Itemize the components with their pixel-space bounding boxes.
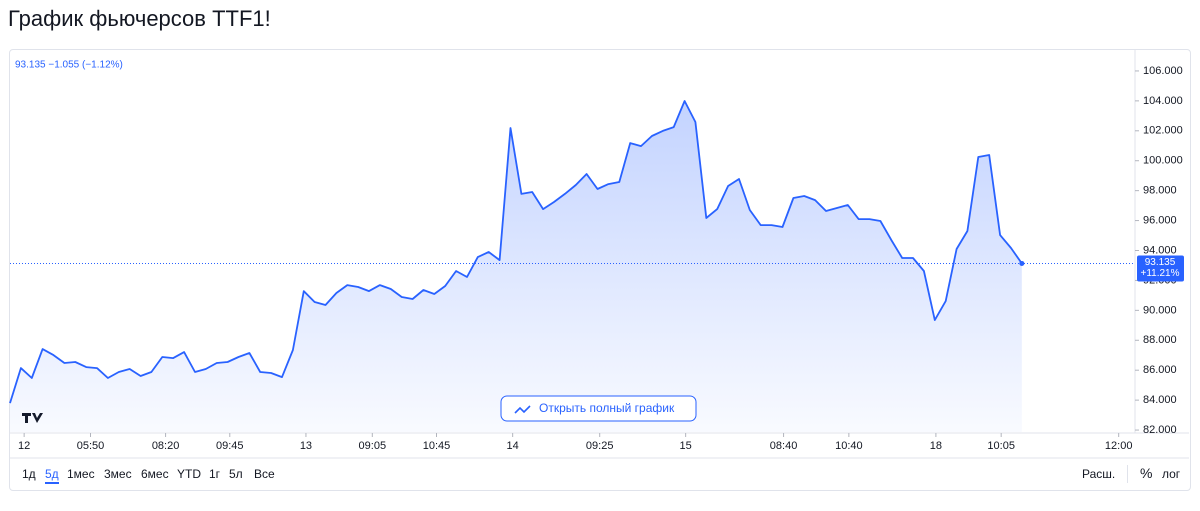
y-tick-label: 94.000: [1143, 244, 1177, 256]
last-point: [1019, 260, 1025, 266]
x-tick-label: 10:05: [987, 440, 1015, 452]
range-button[interactable]: 1д: [22, 467, 36, 481]
y-tick-label: 104.000: [1143, 95, 1183, 107]
y-tick-label: 86.000: [1143, 364, 1177, 376]
x-tick-label: 09:25: [586, 440, 614, 452]
x-tick-label: 14: [507, 440, 519, 452]
open-button[interactable]: Открыть полный график: [500, 395, 697, 422]
y-tick-label: 106.000: [1143, 65, 1183, 77]
y-tick-label: 84.000: [1143, 394, 1177, 406]
x-tick-label: 09:45: [216, 440, 244, 452]
x-tick-label: 12: [18, 440, 30, 452]
open-button-box: [500, 395, 697, 422]
range-button[interactable]: 3мес: [104, 467, 132, 481]
x-tick-label: 08:40: [770, 440, 798, 452]
legend: 93.135 −1.055 (−1.12%): [15, 60, 123, 71]
range-button[interactable]: 1г: [209, 467, 221, 481]
x-tick-label: 09:05: [359, 440, 387, 452]
toolbar-button[interactable]: Расш.: [1082, 467, 1116, 481]
range-button[interactable]: YTD: [177, 467, 201, 481]
page-title: График фьючерсов TTF1!: [8, 6, 271, 31]
price-label: 93.135: [1145, 257, 1176, 268]
x-tick-label: 10:45: [423, 440, 451, 452]
open-button-label: Открыть полный график: [539, 401, 675, 415]
y-tick-label: 100.000: [1143, 155, 1183, 167]
range-button[interactable]: 1мес: [67, 467, 95, 481]
y-tick-label: 98.000: [1143, 185, 1177, 197]
range-button[interactable]: Все: [254, 467, 275, 481]
range-button[interactable]: 6мес: [141, 467, 169, 481]
x-tick-label: 15: [680, 440, 692, 452]
price-label-box: [1137, 255, 1184, 282]
separator: [1127, 465, 1128, 483]
range-button[interactable]: 5д: [45, 467, 59, 484]
open-button-icon: [514, 405, 531, 414]
x-tick-label: 18: [930, 440, 942, 452]
x-tick-label: 05:50: [77, 440, 105, 452]
toolbar-button[interactable]: лог: [1162, 467, 1181, 481]
y-tick-label: 90.000: [1143, 304, 1177, 316]
x-tick-label: 08:20: [152, 440, 180, 452]
y-tick-label: 96.000: [1143, 214, 1177, 226]
widget: [9, 49, 1191, 491]
toolbar: 1д 5д 1мес 3мес 6мес YTD 1г 5л Все Расш.% лог: [9, 459, 1190, 489]
x-tick-label: 12:00: [1105, 440, 1133, 452]
x-tick-label: 13: [300, 440, 312, 452]
area: [10, 101, 1022, 432]
change-label: +11.21%: [1140, 268, 1179, 279]
toolbar-button[interactable]: %: [1140, 465, 1153, 481]
range-button[interactable]: 5л: [229, 467, 243, 481]
y-tick-label: 82.000: [1143, 424, 1177, 436]
y-tick-label: 102.000: [1143, 125, 1183, 137]
line: [9, 100, 1023, 404]
chart: 93.135 −1.055 (−1.12%) 82.000 84.000 86.00…: [9, 50, 1189, 459]
x-tick-label: 10:40: [835, 440, 863, 452]
y-tick-label: 88.000: [1143, 334, 1177, 346]
